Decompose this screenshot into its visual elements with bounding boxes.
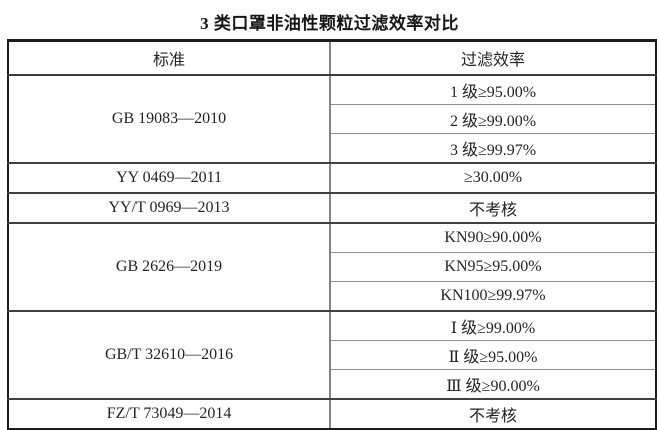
- column-header-efficiency: 过滤效率: [330, 40, 656, 76]
- standard-cell: GB 2626—2019: [8, 223, 332, 312]
- table-body: GB 19083—2010 1 级≥95.00% 2 级≥99.00% 3 级≥99.…: [8, 75, 656, 430]
- table-row: GB 19083—2010 1 级≥95.00%: [8, 75, 656, 164]
- standard-cell: YY/T 0969—2013: [8, 193, 332, 224]
- efficiency-cell: 2 级≥99.00%: [330, 104, 656, 134]
- efficiency-cell: 3 级≥99.97%: [330, 133, 656, 164]
- table-row: FZ/T 73049—2014 不考核: [8, 399, 656, 430]
- efficiency-cell: Ⅲ 级≥90.00%: [330, 369, 656, 400]
- table-row: Ⅲ 级≥90.00%: [8, 369, 656, 400]
- efficiency-cell: ≥30.00%: [330, 163, 656, 194]
- efficiency-cell: 1 级≥95.00%: [330, 75, 656, 105]
- efficiency-cell: 不考核: [330, 399, 656, 430]
- table-row: Ⅱ 级≥95.00%: [8, 340, 656, 370]
- efficiency-cell: KN100≥99.97%: [330, 281, 656, 312]
- standard-cell: GB 19083—2010: [8, 75, 332, 164]
- efficiency-cell: KN95≥95.00%: [330, 252, 656, 282]
- table-row: GB/T 32610—2016 Ⅰ 级≥99.00%: [8, 311, 656, 400]
- table-row: KN95≥95.00%: [8, 252, 656, 282]
- table-row: GB 2626—2019 KN90≥90.00%: [8, 223, 656, 312]
- table-row: 3 级≥99.97%: [8, 133, 656, 164]
- table-row: KN100≥99.97%: [8, 281, 656, 312]
- header-row: 标准 过滤效率: [8, 40, 656, 76]
- filtration-efficiency-table: 标准 过滤效率 GB 19083—2010 1 级≥95.00% 2 级≥99.00…: [7, 39, 657, 430]
- efficiency-cell: 不考核: [330, 193, 656, 224]
- column-header-standard: 标准: [8, 40, 332, 76]
- efficiency-cell: Ⅱ 级≥95.00%: [330, 340, 656, 370]
- table-row: YY/T 0969—2013 不考核: [8, 193, 656, 224]
- table-row: YY 0469—2011 ≥30.00%: [8, 163, 656, 194]
- efficiency-cell: KN90≥90.00%: [330, 223, 656, 253]
- standard-cell: YY 0469—2011: [8, 163, 332, 194]
- table-caption: 3 类口罩非油性颗粒过滤效率对比: [200, 14, 459, 33]
- efficiency-cell: Ⅰ 级≥99.00%: [330, 311, 656, 341]
- standard-cell: GB/T 32610—2016: [8, 311, 332, 400]
- standard-cell: FZ/T 73049—2014: [8, 399, 332, 430]
- table-row: 2 级≥99.00%: [8, 104, 656, 134]
